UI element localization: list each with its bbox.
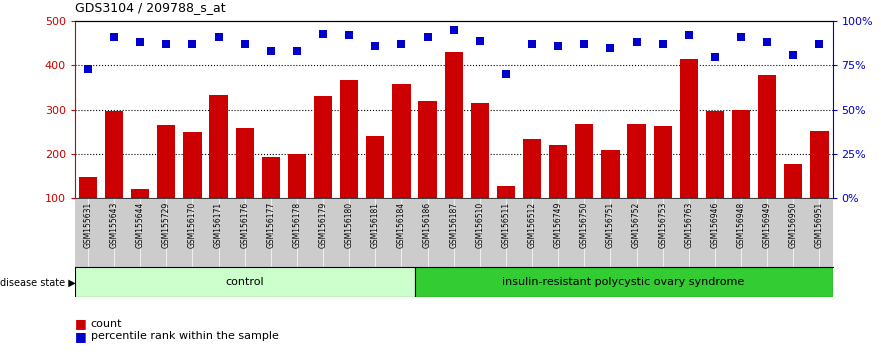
Point <box>185 41 199 47</box>
Point <box>395 41 409 47</box>
Bar <box>470 103 489 242</box>
Bar <box>392 84 411 242</box>
Text: GSM156750: GSM156750 <box>580 202 589 248</box>
Point <box>81 66 95 72</box>
Text: GSM155729: GSM155729 <box>162 202 171 248</box>
Point <box>734 34 748 40</box>
Text: GSM156178: GSM156178 <box>292 202 301 248</box>
Bar <box>654 126 672 242</box>
Bar <box>340 80 359 242</box>
Bar <box>811 131 829 242</box>
Bar <box>366 136 384 242</box>
Bar <box>183 132 202 242</box>
Point <box>420 34 434 40</box>
Text: GSM156949: GSM156949 <box>763 202 772 248</box>
Text: disease state ▶: disease state ▶ <box>0 277 76 287</box>
Text: count: count <box>91 319 122 329</box>
Text: ■: ■ <box>75 318 86 330</box>
Text: GSM156184: GSM156184 <box>397 202 406 248</box>
Text: GSM156753: GSM156753 <box>658 202 667 248</box>
Text: GSM156763: GSM156763 <box>685 202 693 248</box>
Bar <box>549 145 567 242</box>
Bar <box>627 124 646 242</box>
Text: insulin-resistant polycystic ovary syndrome: insulin-resistant polycystic ovary syndr… <box>502 277 744 287</box>
Bar <box>732 110 751 242</box>
Bar <box>262 156 280 242</box>
Point <box>316 31 330 36</box>
Bar <box>706 110 724 242</box>
Point <box>682 33 696 38</box>
Point <box>603 45 618 51</box>
Text: GSM155643: GSM155643 <box>109 202 119 248</box>
Bar <box>105 110 123 242</box>
Point <box>447 27 461 33</box>
Text: GSM156170: GSM156170 <box>188 202 197 248</box>
Point <box>211 34 226 40</box>
Point <box>499 72 513 77</box>
Point <box>525 41 539 47</box>
Text: GSM156511: GSM156511 <box>501 202 510 248</box>
Bar <box>497 186 515 242</box>
Text: GSM156946: GSM156946 <box>710 202 720 248</box>
Text: GDS3104 / 209788_s_at: GDS3104 / 209788_s_at <box>75 1 226 14</box>
Point <box>760 40 774 45</box>
Bar <box>314 97 332 242</box>
Text: GSM156180: GSM156180 <box>344 202 353 248</box>
Point <box>290 48 304 54</box>
Bar <box>758 75 776 242</box>
Text: GSM156510: GSM156510 <box>476 202 485 248</box>
Bar <box>75 267 415 297</box>
Point <box>107 34 121 40</box>
Bar <box>602 149 619 242</box>
Text: GSM156177: GSM156177 <box>266 202 276 248</box>
Bar <box>680 59 698 242</box>
Bar <box>418 101 437 242</box>
Point <box>708 54 722 59</box>
Text: ■: ■ <box>75 330 86 343</box>
Point <box>368 43 382 49</box>
Bar <box>575 124 594 242</box>
Text: GSM156181: GSM156181 <box>371 202 380 248</box>
Bar <box>523 138 541 242</box>
Bar <box>78 177 97 242</box>
Text: GSM155631: GSM155631 <box>84 202 93 248</box>
Point <box>342 33 356 38</box>
Point <box>159 41 174 47</box>
Text: GSM156752: GSM156752 <box>632 202 641 248</box>
Bar <box>288 154 306 242</box>
Point <box>655 41 670 47</box>
Bar <box>157 125 175 242</box>
Text: GSM156751: GSM156751 <box>606 202 615 248</box>
Point <box>238 41 252 47</box>
Text: GSM156179: GSM156179 <box>319 202 328 248</box>
Bar <box>415 267 833 297</box>
Text: control: control <box>226 277 264 287</box>
Text: GSM156948: GSM156948 <box>737 202 745 248</box>
Text: GSM155644: GSM155644 <box>136 202 144 248</box>
Text: GSM156171: GSM156171 <box>214 202 223 248</box>
Text: GSM156749: GSM156749 <box>554 202 563 248</box>
Text: GSM156187: GSM156187 <box>449 202 458 248</box>
Bar <box>784 164 803 242</box>
Text: GSM156951: GSM156951 <box>815 202 824 248</box>
Bar <box>131 188 150 242</box>
Point <box>630 40 644 45</box>
Point <box>812 41 826 47</box>
Bar <box>235 128 254 242</box>
Point <box>577 41 591 47</box>
Text: GSM156186: GSM156186 <box>423 202 432 248</box>
Text: GSM156950: GSM156950 <box>788 202 798 248</box>
Point <box>787 52 801 58</box>
Text: percentile rank within the sample: percentile rank within the sample <box>91 331 278 341</box>
Bar <box>210 95 227 242</box>
Point <box>133 40 147 45</box>
Text: GSM156512: GSM156512 <box>528 202 537 248</box>
Point <box>552 43 566 49</box>
Point <box>473 38 487 44</box>
Point <box>263 48 278 54</box>
Text: GSM156176: GSM156176 <box>241 202 249 248</box>
Bar <box>445 52 463 242</box>
